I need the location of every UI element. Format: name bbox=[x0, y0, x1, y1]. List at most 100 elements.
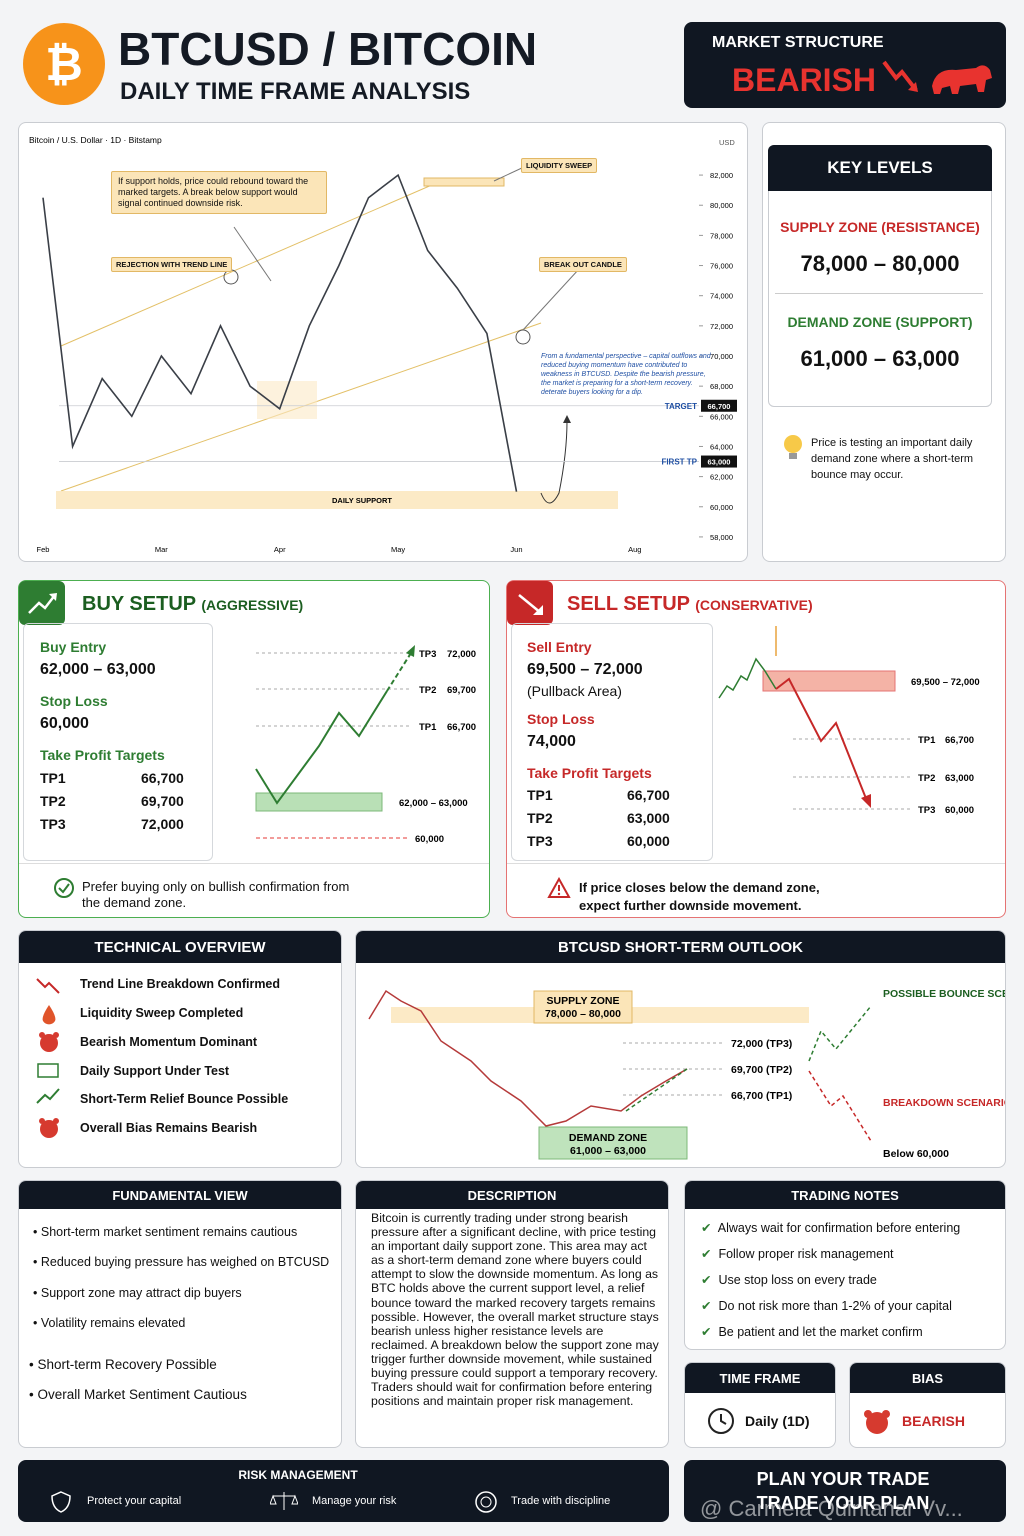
note-item: ✔ Do not risk more than 1-2% of your cap… bbox=[701, 1298, 952, 1313]
fundamental-item: • Volatility remains elevated bbox=[33, 1316, 186, 1330]
risk-panel: RISK MANAGEMENT Protect your capital Man… bbox=[18, 1460, 669, 1522]
scenario-note: If support holds, price could rebound to… bbox=[111, 171, 327, 214]
fundamental-text: Reduced buying pressure has weighed on B… bbox=[40, 1255, 330, 1269]
buy-title-text: BUY SETUP bbox=[82, 593, 196, 615]
below-label: Below 60,000 bbox=[883, 1148, 949, 1160]
subtitle: DAILY TIME FRAME ANALYSIS bbox=[120, 78, 471, 105]
fundamental-item: • Support zone may attract dip buyers bbox=[33, 1286, 242, 1300]
sell-entry-note: (Pullback Area) bbox=[527, 683, 622, 699]
bear-icon-shape bbox=[908, 82, 918, 92]
buy-diagram-shape bbox=[406, 645, 415, 657]
check: ✔ bbox=[701, 1221, 712, 1235]
bear-face-shape bbox=[866, 1412, 888, 1434]
tp-name: TP2 bbox=[527, 810, 553, 826]
technical-icons-shape bbox=[42, 1005, 56, 1025]
clock-icon-shape bbox=[708, 1408, 734, 1434]
sell-stop-label: Stop Loss bbox=[527, 711, 595, 727]
sell-entry-label: Sell Entry bbox=[527, 639, 592, 655]
bulb-icon bbox=[784, 435, 802, 459]
leader bbox=[522, 268, 580, 331]
buy-note: Prefer buying only on bullish confirmati… bbox=[82, 879, 350, 910]
x-tick-label: Aug bbox=[628, 545, 641, 554]
fundamental-item: • Overall Market Sentiment Cautious bbox=[29, 1387, 247, 1402]
sell-entry: 69,500 – 72,000 bbox=[527, 661, 643, 678]
note-text: Be patient and let the market confirm bbox=[718, 1325, 923, 1339]
bulb-icon-shape bbox=[789, 453, 797, 459]
watermark: @ Carmela Quintanar Vv... bbox=[700, 1496, 963, 1521]
demand-range: 61,000 – 63,000 bbox=[800, 346, 960, 371]
sell-diagram-shape bbox=[861, 794, 871, 808]
target-icon bbox=[475, 1491, 497, 1513]
buy-panel: BUY SETUP (AGGRESSIVE) Buy Entry 62,000 … bbox=[18, 580, 490, 918]
note-text: Always wait for confirmation before ente… bbox=[717, 1221, 961, 1235]
shield-icon bbox=[51, 1491, 71, 1513]
demand-range: 61,000 – 63,000 bbox=[570, 1145, 646, 1157]
fundamental-panel: FUNDAMENTAL VIEW • Short-term market sen… bbox=[18, 1180, 342, 1448]
level-value: 63,000 bbox=[708, 458, 731, 467]
bias-value: BEARISH bbox=[902, 1413, 966, 1429]
level-label: FIRST TP bbox=[661, 458, 697, 467]
note-item: ✔ Always wait for confirmation before en… bbox=[701, 1220, 960, 1235]
y-tick-label: 70,000 bbox=[710, 352, 733, 361]
note-text: Follow proper risk management bbox=[718, 1247, 894, 1261]
outlook-diagram-shape bbox=[808, 1005, 872, 1062]
outlook-title: BTCUSD SHORT-TERM OUTLOOK bbox=[356, 931, 1005, 963]
x-tick-label: Apr bbox=[274, 545, 286, 554]
key-levels-panel: KEY LEVELS SUPPLY ZONE (RESISTANCE) 78,0… bbox=[762, 122, 1006, 562]
y-tick-label: 58,000 bbox=[710, 533, 733, 542]
technical-item: Bearish Momentum Dominant bbox=[80, 1035, 258, 1049]
note-item: ✔ Be patient and let the market confirm bbox=[701, 1324, 923, 1339]
supply-label: SUPPLY ZONE bbox=[547, 995, 620, 1007]
tp-name: TP3 bbox=[527, 833, 553, 849]
check-icon-shape bbox=[54, 878, 74, 898]
main-chart-panel: Bitcoin / U.S. Dollar · 1D · Bitstamp US… bbox=[18, 122, 748, 562]
buy-stop: 60,000 bbox=[40, 715, 89, 732]
tp-value: 69,700 bbox=[141, 793, 184, 809]
demand-label: DEMAND ZONE (SUPPORT) bbox=[787, 314, 973, 330]
sell-details bbox=[511, 623, 713, 861]
y-tick-label: 62,000 bbox=[710, 473, 733, 482]
buy-icon-shape bbox=[19, 581, 65, 625]
technical-item: Liquidity Sweep Completed bbox=[80, 1006, 244, 1020]
technical-icons-shape bbox=[39, 1118, 45, 1124]
check: ✔ bbox=[701, 1299, 712, 1313]
bounce-label: POSSIBLE BOUNCE SCENARIO bbox=[883, 988, 1005, 1000]
trend-upper bbox=[60, 180, 442, 347]
tp-name: TP1 bbox=[40, 770, 66, 786]
sell-stop: 74,000 bbox=[527, 733, 576, 750]
clock-icon bbox=[708, 1408, 734, 1434]
check: ✔ bbox=[701, 1325, 712, 1339]
warning-icon-shape bbox=[547, 877, 571, 898]
y-tick-label: 80,000 bbox=[710, 201, 733, 210]
tp-value: 69,700 bbox=[447, 685, 476, 696]
market-structure: MARKET STRUCTURE BEARISH bbox=[684, 22, 1006, 108]
fundamental-text: Support zone may attract dip buyers bbox=[40, 1286, 242, 1300]
y-tick-label: 72,000 bbox=[710, 322, 733, 331]
buy-targets-label: Take Profit Targets bbox=[40, 747, 165, 763]
x-tick-label: Feb bbox=[37, 545, 50, 554]
technical-icons-shape bbox=[53, 1032, 59, 1038]
key-levels-title: KEY LEVELS bbox=[768, 145, 992, 191]
y-tick-label: 82,000 bbox=[710, 171, 733, 180]
y-tick-label: 60,000 bbox=[710, 503, 733, 512]
demand-label: DEMAND ZONE bbox=[569, 1132, 647, 1144]
technical-item: Short-Term Relief Bounce Possible bbox=[80, 1092, 289, 1106]
level-label: TARGET bbox=[665, 402, 697, 411]
breakdown-label: BREAKDOWN SCENARIO bbox=[883, 1097, 1005, 1109]
check: ✔ bbox=[701, 1247, 712, 1261]
market-structure-value: BEARISH bbox=[732, 62, 877, 98]
tp-value: 66,700 bbox=[945, 735, 974, 746]
tp-name: TP1 bbox=[419, 722, 437, 733]
outlook-level: 72,000 (TP3) bbox=[731, 1038, 792, 1050]
shield-icon-shape bbox=[51, 1491, 71, 1513]
technical-item: Trend Line Breakdown Confirmed bbox=[80, 977, 281, 991]
buy-entry: 62,000 – 63,000 bbox=[40, 661, 156, 678]
fundamental-text: Short-term market sentiment remains caut… bbox=[40, 1225, 298, 1239]
buy-diagram-shape bbox=[386, 652, 412, 692]
bear-icon-shape bbox=[932, 65, 992, 94]
x-tick-label: Jun bbox=[510, 545, 522, 554]
outlook-diagram-shape bbox=[533, 990, 633, 1024]
note-item: ✔ Follow proper risk management bbox=[701, 1246, 894, 1261]
note-text: Do not risk more than 1-2% of your capit… bbox=[718, 1299, 952, 1313]
description-text: Bitcoin is currently trading under stron… bbox=[371, 1211, 659, 1409]
